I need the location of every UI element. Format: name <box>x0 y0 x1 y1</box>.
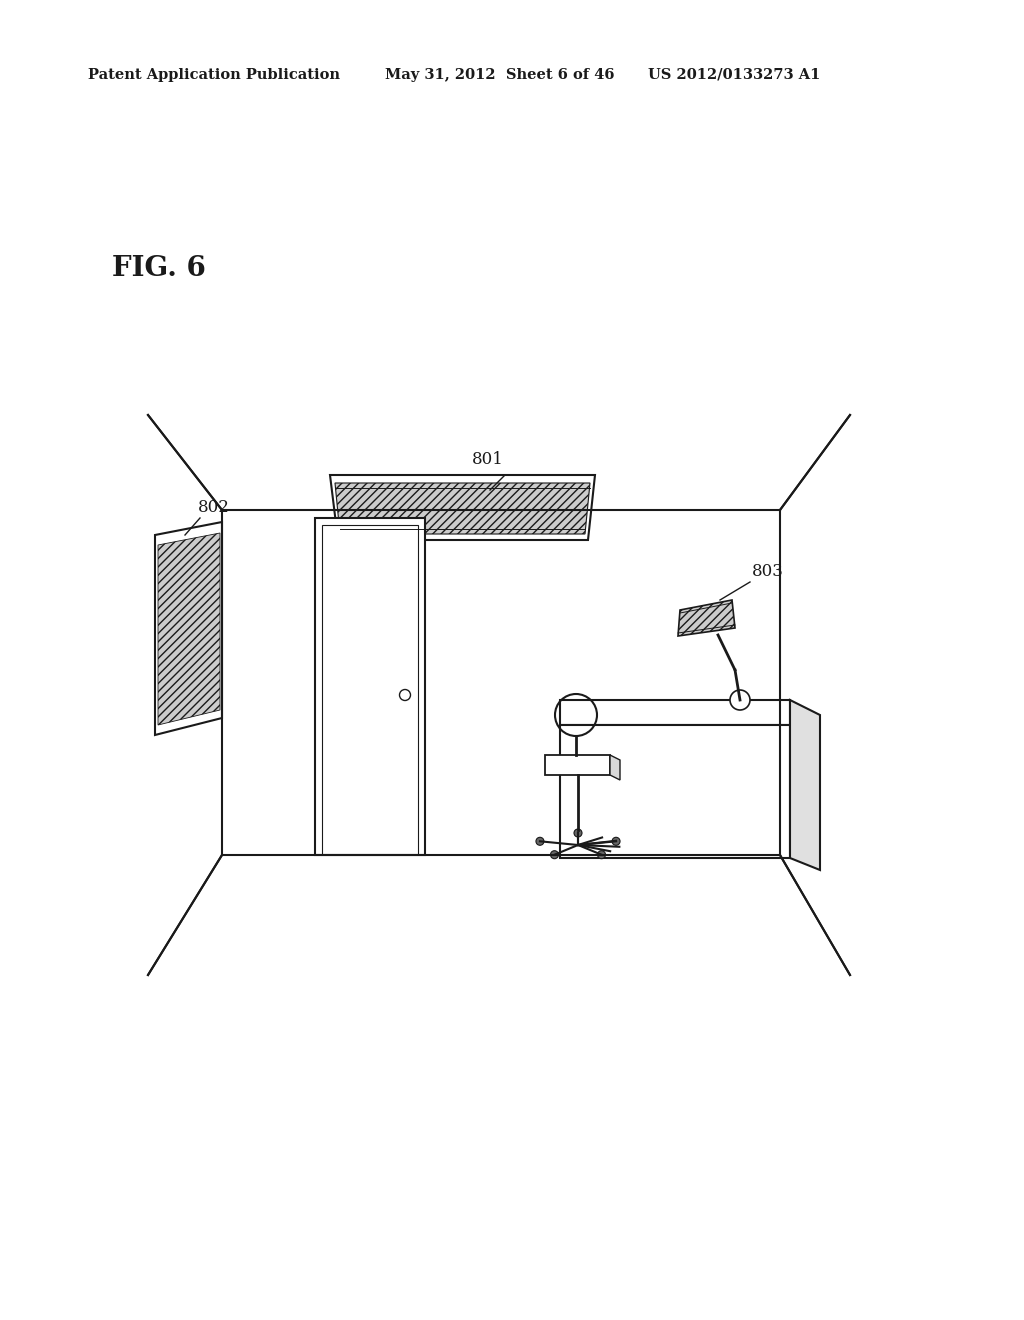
Polygon shape <box>560 700 790 725</box>
Text: 803: 803 <box>752 564 784 581</box>
Text: 802: 802 <box>198 499 229 516</box>
Circle shape <box>598 850 605 859</box>
Polygon shape <box>335 483 590 535</box>
Circle shape <box>612 837 621 845</box>
Text: US 2012/0133273 A1: US 2012/0133273 A1 <box>648 69 820 82</box>
Polygon shape <box>790 700 820 870</box>
Text: 801: 801 <box>472 451 504 469</box>
Text: May 31, 2012  Sheet 6 of 46: May 31, 2012 Sheet 6 of 46 <box>385 69 614 82</box>
Polygon shape <box>545 755 610 775</box>
Circle shape <box>574 829 582 837</box>
Polygon shape <box>678 601 735 636</box>
Polygon shape <box>330 475 595 540</box>
Polygon shape <box>315 517 425 855</box>
Text: Patent Application Publication: Patent Application Publication <box>88 69 340 82</box>
Text: FIG. 6: FIG. 6 <box>112 255 206 281</box>
Polygon shape <box>610 755 620 780</box>
Polygon shape <box>560 725 790 858</box>
Polygon shape <box>158 533 220 725</box>
Circle shape <box>536 837 544 845</box>
Circle shape <box>730 690 750 710</box>
Polygon shape <box>155 521 222 735</box>
Polygon shape <box>322 525 418 854</box>
Circle shape <box>551 850 558 859</box>
